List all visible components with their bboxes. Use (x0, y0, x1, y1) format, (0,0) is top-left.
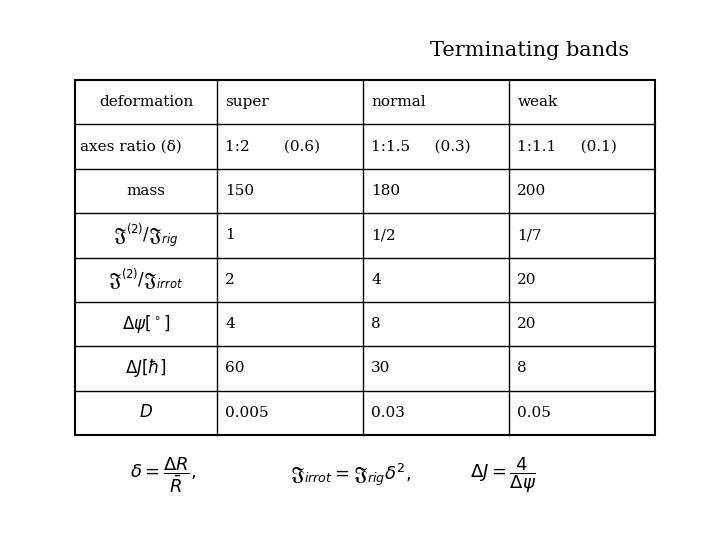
Text: $\mathfrak{J}^{(2)}/\mathfrak{J}_{rig}$: $\mathfrak{J}^{(2)}/\mathfrak{J}_{rig}$ (113, 221, 179, 249)
Text: 1:2       (0.6): 1:2 (0.6) (225, 139, 320, 153)
Text: 1: 1 (225, 228, 235, 242)
Text: 0.05: 0.05 (518, 406, 552, 420)
Text: 1:1.1     (0.1): 1:1.1 (0.1) (518, 139, 617, 153)
Text: weak: weak (518, 95, 558, 109)
Text: 8: 8 (372, 317, 381, 331)
Text: $\Delta J = \dfrac{4}{\Delta\psi}$: $\Delta J = \dfrac{4}{\Delta\psi}$ (470, 455, 536, 495)
Text: 0.005: 0.005 (225, 406, 269, 420)
Text: mass: mass (127, 184, 166, 198)
Text: $\mathfrak{J}^{(2)}/\mathfrak{J}_{irrot}$: $\mathfrak{J}^{(2)}/\mathfrak{J}_{irrot}… (108, 267, 184, 292)
Text: $\Delta\psi[^\circ]$: $\Delta\psi[^\circ]$ (122, 313, 170, 335)
Text: deformation: deformation (99, 95, 193, 109)
Text: $\mathfrak{J}_{irrot} = \mathfrak{J}_{rig}\delta^2,$: $\mathfrak{J}_{irrot} = \mathfrak{J}_{ri… (290, 462, 411, 488)
Text: $\delta = \dfrac{\Delta R}{\bar{R}},$: $\delta = \dfrac{\Delta R}{\bar{R}},$ (130, 455, 196, 495)
Text: Terminating bands: Terminating bands (431, 40, 629, 59)
Text: 20: 20 (518, 273, 537, 287)
Text: 150: 150 (225, 184, 254, 198)
Text: 180: 180 (372, 184, 400, 198)
Text: 30: 30 (372, 361, 391, 375)
Text: 1:1.5     (0.3): 1:1.5 (0.3) (372, 139, 471, 153)
Text: 1/7: 1/7 (518, 228, 542, 242)
Text: 4: 4 (372, 273, 381, 287)
Text: 60: 60 (225, 361, 245, 375)
Text: 20: 20 (518, 317, 537, 331)
Text: super: super (225, 95, 269, 109)
Text: $D$: $D$ (139, 404, 153, 421)
Text: 2: 2 (225, 273, 235, 287)
Text: $\Delta J[\hbar]$: $\Delta J[\hbar]$ (125, 357, 167, 380)
Bar (75, 80, 655, 435)
Text: 1/2: 1/2 (372, 228, 396, 242)
Text: normal: normal (372, 95, 426, 109)
Text: 200: 200 (518, 184, 546, 198)
Text: 4: 4 (225, 317, 235, 331)
Text: axes ratio (δ): axes ratio (δ) (80, 139, 181, 153)
Text: 8: 8 (518, 361, 527, 375)
Text: 0.03: 0.03 (372, 406, 405, 420)
